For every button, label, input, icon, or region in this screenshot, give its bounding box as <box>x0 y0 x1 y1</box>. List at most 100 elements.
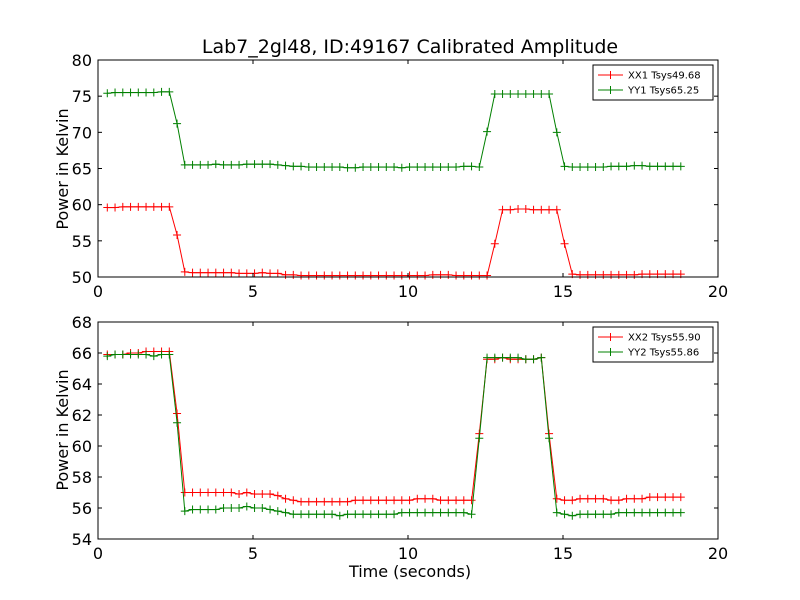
series-2-point <box>545 89 554 98</box>
series-1-point <box>630 494 639 503</box>
series-2-point <box>521 89 530 98</box>
series-2-point <box>529 355 538 364</box>
series-1-point <box>111 203 120 212</box>
series-1-point <box>359 496 368 505</box>
x-tick-label: 5 <box>248 544 258 563</box>
series-1-point <box>297 497 306 506</box>
figure-title: Lab7_2gl48, ID:49167 Calibrated Amplitud… <box>202 36 618 58</box>
series-1-point <box>452 496 461 505</box>
series-1-point <box>452 271 461 280</box>
series-2-point <box>304 510 313 519</box>
series-2-point <box>630 508 639 517</box>
series-2-point <box>614 508 623 517</box>
series-2-point <box>126 350 135 359</box>
series-1-point <box>103 203 112 212</box>
series-2-point <box>351 510 360 519</box>
series-1-point <box>343 497 352 506</box>
series-2-point <box>459 508 468 517</box>
series-2-point <box>490 353 499 362</box>
series-2-point <box>118 88 127 97</box>
series-1-point <box>413 271 422 280</box>
series-1-point <box>560 239 569 248</box>
series-1-point <box>661 493 670 502</box>
series-2-point <box>320 163 329 172</box>
series-2-point <box>188 160 197 169</box>
series-2-point <box>390 510 399 519</box>
y-tick-label: 65 <box>72 160 92 179</box>
series-2-point <box>235 504 244 512</box>
series-2-point <box>661 162 670 171</box>
series-2-point <box>591 163 600 172</box>
series-2-point <box>382 163 391 172</box>
series-1-point <box>351 271 360 280</box>
x-tick-label: 5 <box>248 282 258 301</box>
series-2-point <box>180 160 189 169</box>
series-2-point <box>506 353 515 362</box>
series-2-point <box>529 89 538 98</box>
series-1-point <box>366 271 375 280</box>
series-1-point <box>576 494 585 503</box>
series-2-point <box>111 350 120 359</box>
series-1-point <box>320 271 329 280</box>
series-1-point <box>188 488 197 497</box>
series-1-point <box>211 268 220 277</box>
x-tick-label: 20 <box>708 282 728 301</box>
series-1-point <box>467 496 476 505</box>
series-2-point <box>413 163 422 172</box>
series-2-point <box>359 163 368 172</box>
series-2-point <box>242 160 251 169</box>
series-1-point <box>235 490 244 499</box>
series-2-point <box>196 505 205 514</box>
series-1-point <box>638 494 647 503</box>
series-1-point <box>335 271 344 280</box>
series-1-point <box>196 268 205 277</box>
series-2-point <box>428 508 437 517</box>
legend-marker <box>606 333 615 341</box>
x-tick-label: 0 <box>93 282 103 301</box>
series-2-point <box>514 353 523 362</box>
legend-label: YY2 Tsys55.86 <box>627 348 699 359</box>
series-2-point <box>475 163 484 172</box>
series-2-point <box>483 127 492 136</box>
series-1-point <box>328 271 337 280</box>
series-1-point <box>173 409 182 418</box>
series-2-point <box>188 505 197 514</box>
bottom-panel-xlabel: Time (seconds) <box>348 562 471 581</box>
series-2-point <box>312 163 321 172</box>
series-2-point <box>576 163 585 172</box>
series-2-point <box>583 510 592 519</box>
series-1-point <box>242 488 251 497</box>
y-tick-label: 58 <box>72 468 92 487</box>
series-2-point <box>134 350 143 359</box>
series-2-point <box>545 434 554 443</box>
legend-marker <box>606 71 615 79</box>
series-1-point <box>227 268 236 277</box>
series-2-point <box>467 510 476 519</box>
series-2-point <box>134 88 143 97</box>
series-1-point <box>196 488 205 497</box>
series-1-point <box>459 496 468 505</box>
legend-box <box>592 326 714 363</box>
x-tick-label: 15 <box>553 544 573 563</box>
series-2-point <box>397 508 406 517</box>
y-tick-label: 66 <box>72 344 92 363</box>
series-1-point <box>568 496 577 505</box>
y-tick-label: 56 <box>72 499 92 518</box>
series-2-point <box>560 162 569 171</box>
series-1-point <box>382 271 391 280</box>
series-1-point <box>645 493 654 502</box>
series-2-point <box>506 89 515 98</box>
series-1-point <box>258 268 267 277</box>
series-2-point <box>413 508 422 517</box>
series-1-point <box>405 496 414 505</box>
series-1-point <box>614 496 623 505</box>
series-2-point <box>452 508 461 517</box>
series-2-point <box>560 510 569 519</box>
series-2-point <box>366 163 375 172</box>
series-1-point <box>235 269 244 278</box>
series-2-point <box>490 89 499 98</box>
series-2-point <box>258 504 267 512</box>
series-2-point <box>638 508 647 517</box>
series-2-point <box>552 128 561 137</box>
series-1-point <box>490 239 499 248</box>
